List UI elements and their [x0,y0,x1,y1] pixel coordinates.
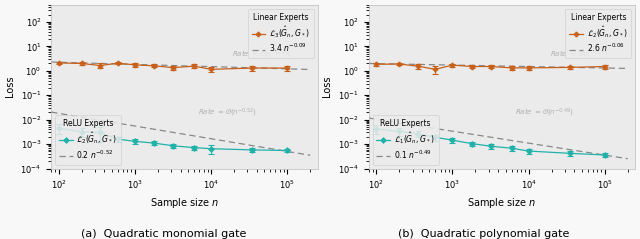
Text: Rate $= \mathcal{O}(n^{-0.09})$: Rate $= \mathcal{O}(n^{-0.09})$ [232,49,291,61]
Text: Rate $= \mathcal{O}(n^{-0.06})$: Rate $= \mathcal{O}(n^{-0.06})$ [550,49,609,61]
Text: Rate $= \mathcal{O}(n^{-0.49})$: Rate $= \mathcal{O}(n^{-0.49})$ [515,106,574,119]
Text: (a)  Quadratic monomial gate: (a) Quadratic monomial gate [81,229,246,239]
Legend: $\mathcal{L}_2(\hat{G}_n, G_*)$, $0.2\ n^{-0.52}$: $\mathcal{L}_2(\hat{G}_n, G_*)$, $0.2\ n… [55,115,121,165]
Text: Rate $= \mathcal{O}(n^{-0.52})$: Rate $= \mathcal{O}(n^{-0.52})$ [198,106,257,119]
X-axis label: Sample size $n$: Sample size $n$ [150,196,219,210]
Y-axis label: Loss: Loss [323,76,332,98]
Text: (b)  Quadratic polynomial gate: (b) Quadratic polynomial gate [397,229,569,239]
X-axis label: Sample size $n$: Sample size $n$ [467,196,536,210]
Legend: $\mathcal{L}_1(\hat{G}_n, G_*)$, $0.1\ n^{-0.49}$: $\mathcal{L}_1(\hat{G}_n, G_*)$, $0.1\ n… [372,115,438,165]
Y-axis label: Loss: Loss [5,76,15,98]
